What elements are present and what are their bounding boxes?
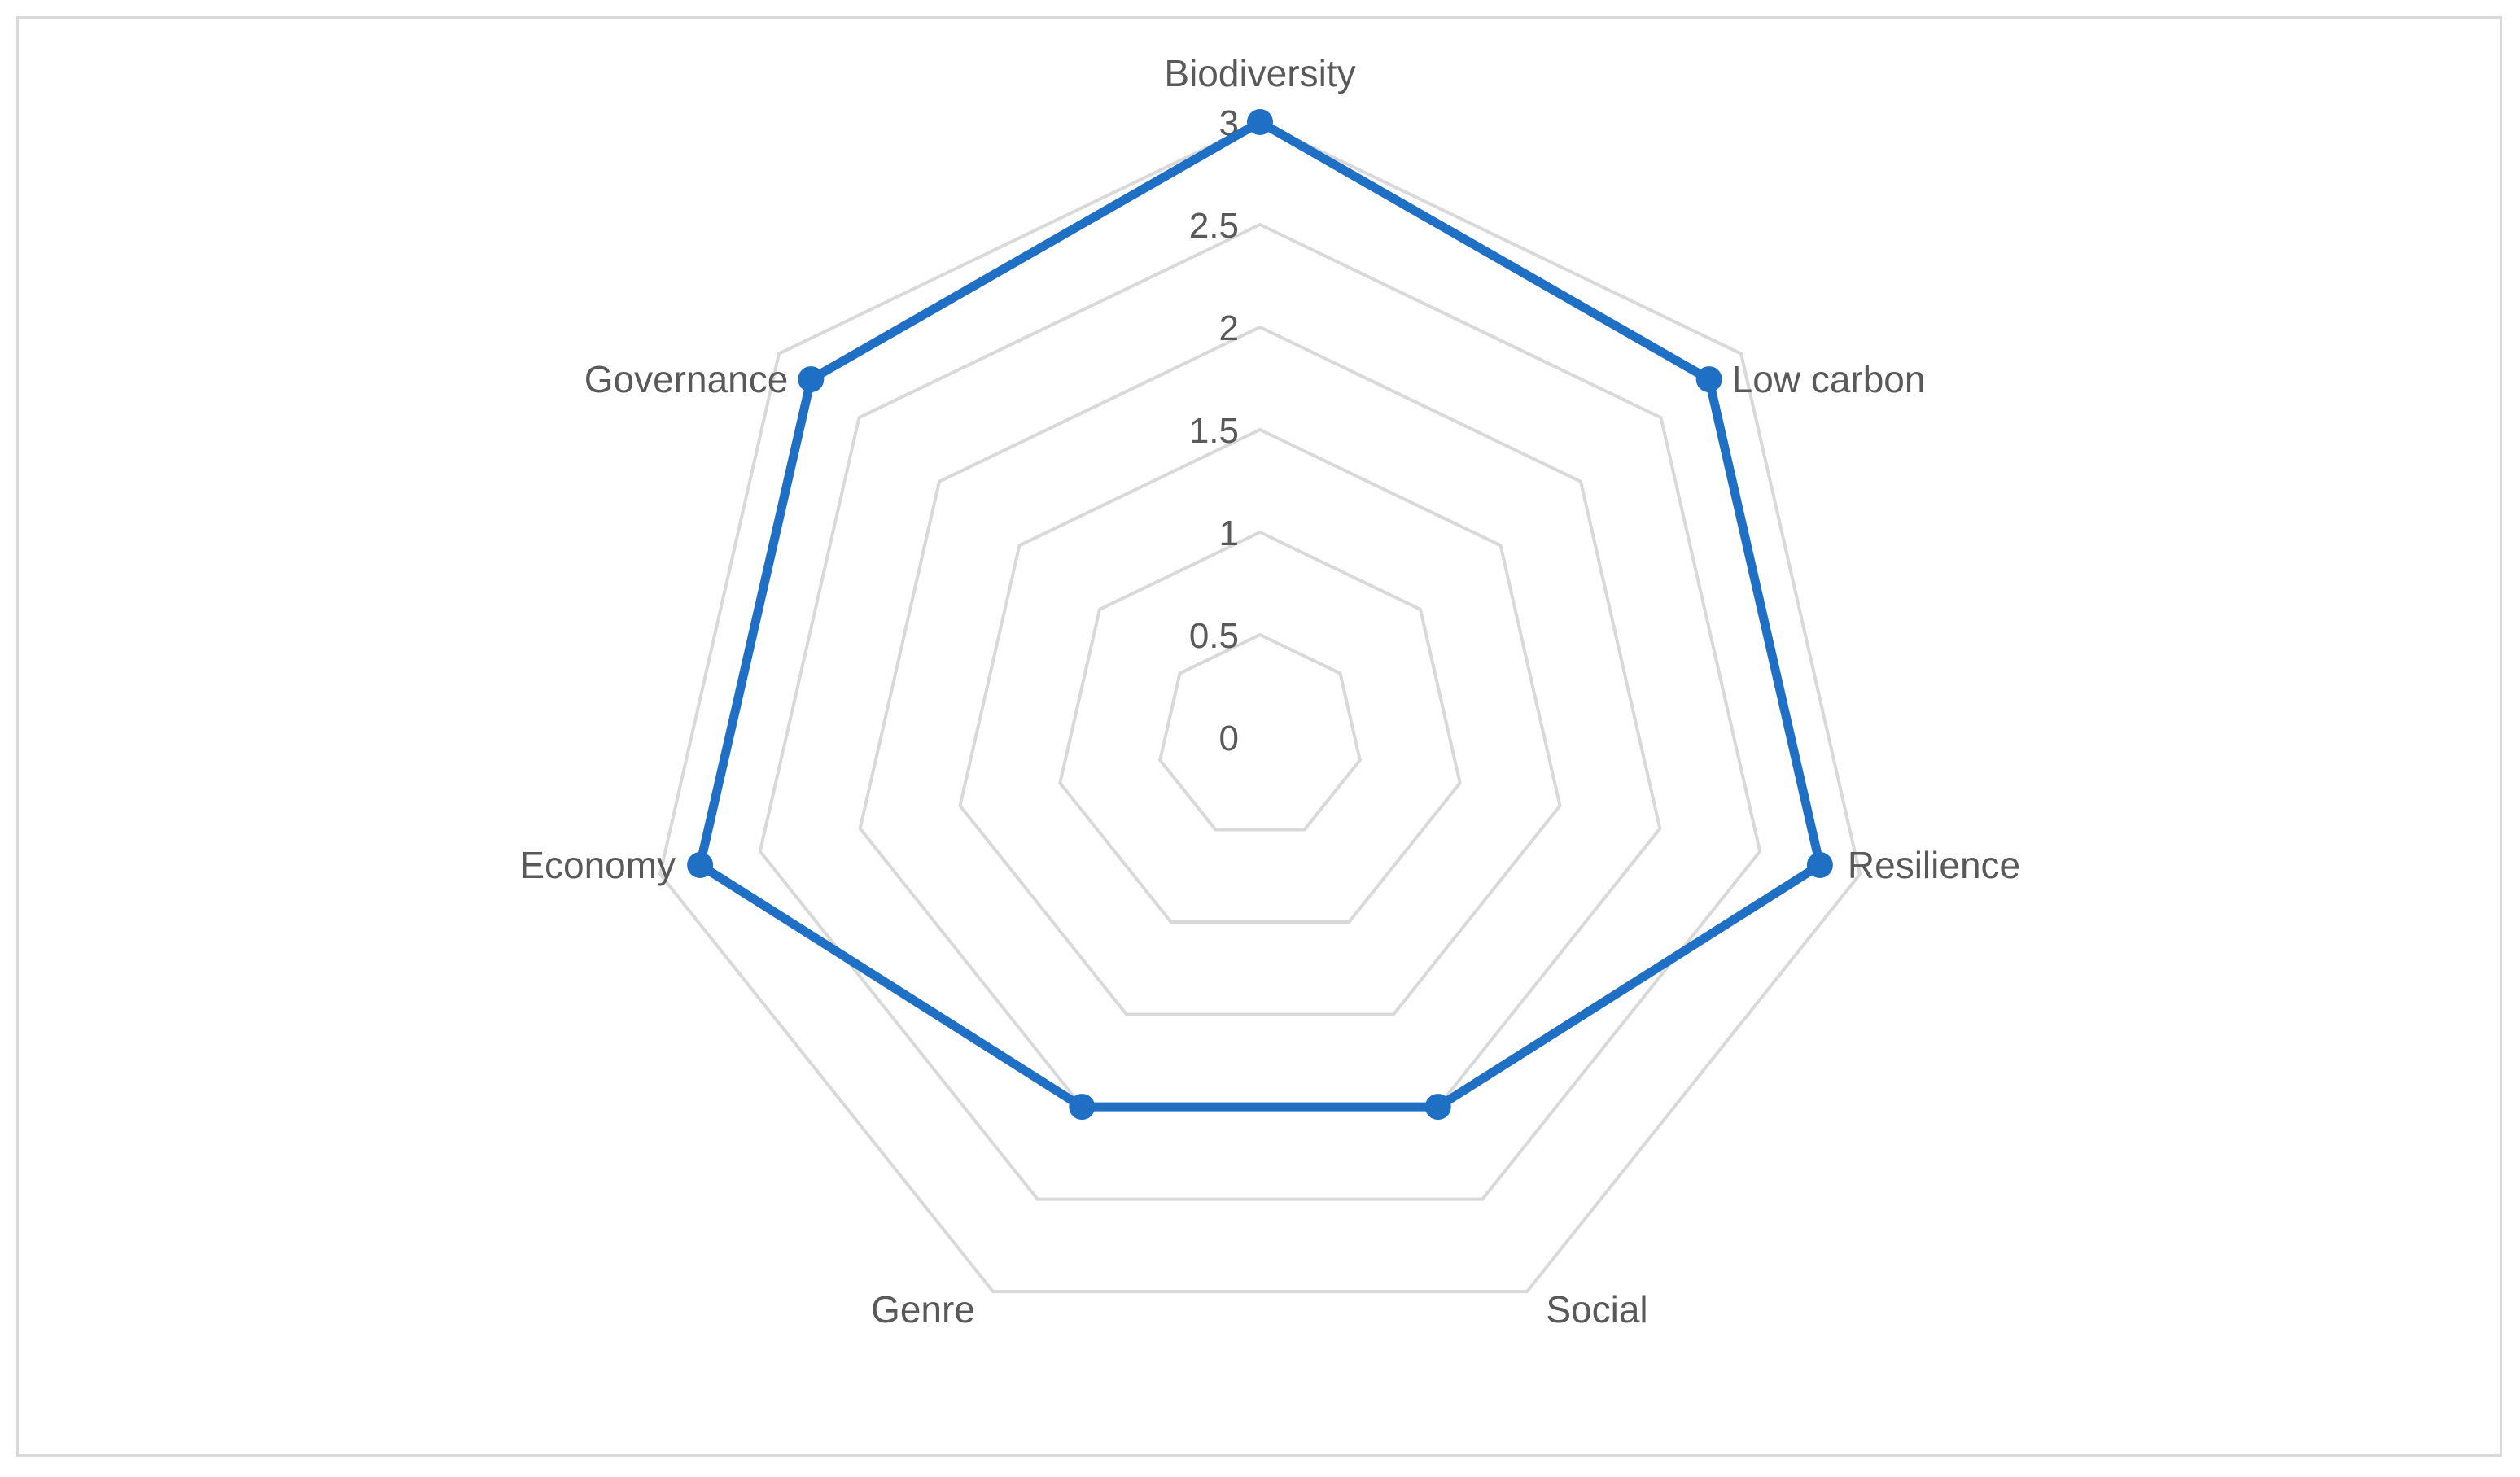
series-line (695, 117, 1825, 1112)
tick-label: 2 (1219, 308, 1239, 348)
category-label: Resilience (1848, 844, 2020, 886)
tick-label: 1.5 (1189, 411, 1239, 451)
grid-ring (1058, 530, 1462, 924)
chart-frame (16, 16, 2502, 1457)
tick-label: 2.5 (1189, 206, 1239, 246)
grid-ring (758, 222, 1762, 1201)
grid-ring (658, 120, 1862, 1294)
grid-ring (958, 427, 1562, 1016)
tick-labels: 00.511.522.53 (1189, 103, 1239, 758)
category-labels: Biodiversity Low carbon Resilience Social Ge… (519, 52, 2020, 1331)
tick-label: 0 (1219, 719, 1239, 758)
data-point (1806, 852, 1833, 879)
category-label: Biodiversity (1164, 52, 1355, 94)
category-label: Genre (871, 1288, 975, 1331)
category-label: Governance (584, 358, 789, 400)
tick-label: 1 (1219, 513, 1239, 553)
grid-layer (658, 120, 1862, 1294)
data-point (1069, 1094, 1096, 1121)
data-point (798, 366, 825, 393)
category-label: Economy (519, 844, 676, 886)
tick-label: 0.5 (1189, 616, 1239, 656)
data-point (687, 852, 714, 879)
category-label: Low carbon (1732, 358, 1926, 400)
grid-ring (1157, 632, 1363, 832)
category-label: Social (1546, 1288, 1647, 1331)
data-point (1424, 1094, 1451, 1121)
data-point (1247, 109, 1273, 135)
data-point (1695, 366, 1722, 393)
series-layer (687, 109, 1833, 1121)
